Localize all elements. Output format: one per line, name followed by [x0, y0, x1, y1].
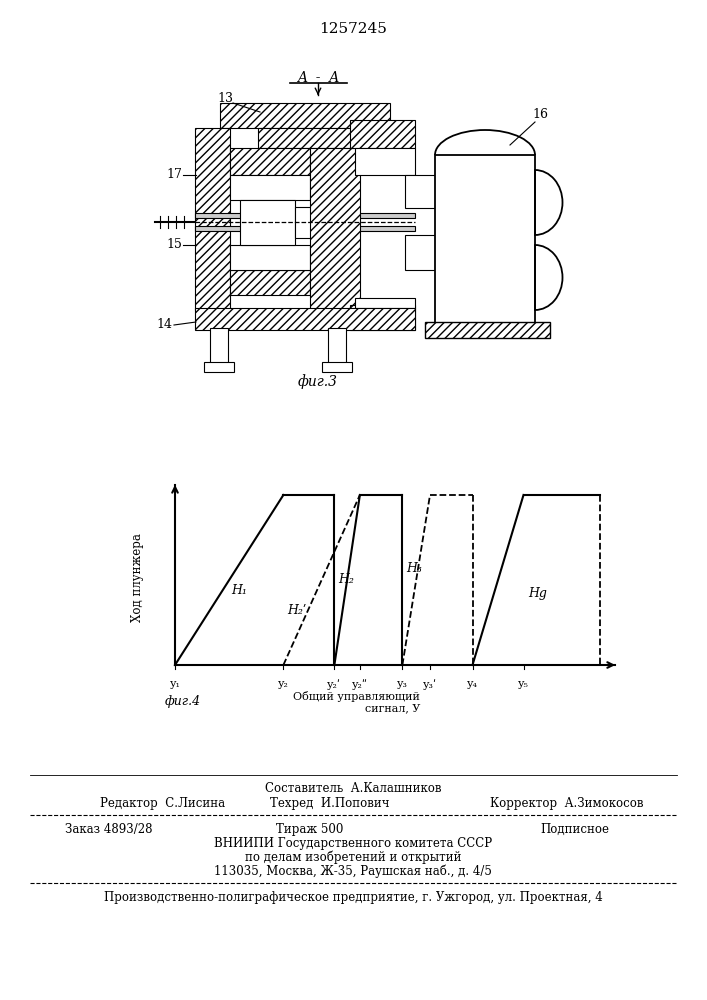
Bar	[405, 235, 435, 270]
Text: фиг.3: фиг.3	[298, 375, 338, 389]
Bar	[210, 328, 228, 365]
Bar	[230, 148, 310, 175]
Text: Редактор  С.Лисина: Редактор С.Лисина	[100, 796, 225, 810]
Text: Производственно-полиграфическое предприятие, г. Ужгород, ул. Проектная, 4: Производственно-полиграфическое предприя…	[104, 890, 602, 904]
Text: 15: 15	[166, 238, 182, 251]
Text: Тираж 500: Тираж 500	[276, 822, 344, 836]
Bar	[230, 270, 310, 295]
Text: по делам изобретений и открытий: по делам изобретений и открытий	[245, 850, 461, 864]
Bar	[405, 175, 435, 208]
Bar	[240, 200, 295, 245]
Text: Составитель  А.Калашников: Составитель А.Калашников	[264, 782, 441, 796]
Bar	[350, 305, 415, 330]
Text: 17: 17	[166, 168, 182, 182]
Bar	[350, 120, 415, 148]
Text: у₂ʹ: у₂ʹ	[327, 679, 341, 690]
Text: Н₁: Н₁	[231, 584, 247, 597]
Text: Корректор  А.Зимокосов: Корректор А.Зимокосов	[490, 796, 643, 810]
Text: у₃: у₃	[397, 679, 408, 689]
Bar	[195, 128, 230, 310]
Text: 1257245: 1257245	[319, 22, 387, 36]
Text: 13: 13	[217, 92, 233, 104]
Text: Техред  И.Попович: Техред И.Попович	[270, 796, 390, 810]
Text: Н₃: Н₃	[407, 562, 422, 574]
Text: Нg: Нg	[529, 587, 547, 600]
Bar	[230, 245, 310, 270]
Text: у₃ʹ: у₃ʹ	[423, 679, 437, 690]
Text: у₁: у₁	[170, 679, 180, 689]
Text: у₅: у₅	[518, 679, 529, 689]
Bar	[355, 148, 415, 175]
Bar	[310, 148, 360, 310]
Bar	[220, 103, 390, 128]
Bar	[204, 362, 234, 372]
Bar	[322, 362, 352, 372]
Bar	[195, 308, 415, 330]
Bar	[425, 322, 550, 338]
Text: Н₂ʹ: Н₂ʹ	[287, 604, 307, 617]
Bar	[195, 213, 415, 218]
Bar	[295, 207, 350, 238]
Bar	[435, 155, 535, 325]
Text: ВНИИПИ Государственного комитета СССР: ВНИИПИ Государственного комитета СССР	[214, 836, 492, 850]
Text: у₄: у₄	[467, 679, 478, 689]
Text: у₂ʺ: у₂ʺ	[352, 679, 368, 690]
Text: Подписное: Подписное	[540, 822, 609, 836]
Text: Н₂: Н₂	[339, 573, 354, 586]
Bar	[230, 175, 310, 200]
Bar	[328, 328, 346, 365]
Text: Ход плунжера: Ход плунжера	[131, 533, 144, 622]
Text: 16: 16	[532, 108, 548, 121]
Text: сигнал, У: сигнал, У	[365, 703, 420, 713]
Text: 113035, Москва, Ж-35, Раушская наб., д. 4/5: 113035, Москва, Ж-35, Раушская наб., д. …	[214, 864, 492, 878]
Text: A  -  A: A - A	[297, 71, 339, 85]
Bar	[355, 298, 415, 308]
Bar	[258, 128, 355, 148]
Bar	[195, 226, 415, 231]
Text: фиг.4: фиг.4	[165, 695, 201, 708]
Text: 14: 14	[156, 318, 172, 332]
Text: Общий управляющий: Общий управляющий	[293, 691, 420, 702]
Text: Заказ 4893/28: Заказ 4893/28	[65, 822, 153, 836]
Text: у₂: у₂	[278, 679, 289, 689]
